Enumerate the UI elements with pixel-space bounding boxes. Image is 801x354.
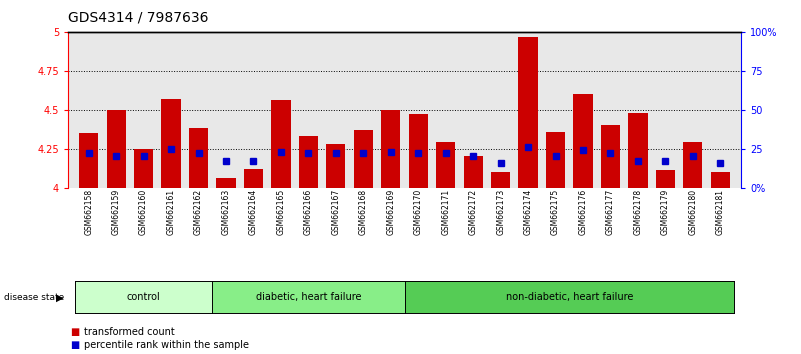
Bar xyxy=(656,171,675,188)
Text: ▶: ▶ xyxy=(56,292,64,302)
Bar xyxy=(710,172,730,188)
Text: diabetic, heart failure: diabetic, heart failure xyxy=(256,292,361,302)
Bar xyxy=(491,172,510,188)
Text: control: control xyxy=(127,292,160,302)
Bar xyxy=(216,178,235,188)
Bar xyxy=(354,130,373,188)
Bar xyxy=(409,114,428,188)
Text: disease state: disease state xyxy=(4,293,64,302)
Bar xyxy=(244,169,263,188)
Bar xyxy=(546,132,566,188)
Bar xyxy=(683,142,702,188)
Bar xyxy=(464,156,483,188)
Bar xyxy=(189,129,208,188)
Bar xyxy=(107,110,126,188)
Bar xyxy=(436,142,455,188)
Text: ■: ■ xyxy=(70,340,80,350)
Bar xyxy=(601,125,620,188)
Bar xyxy=(518,36,537,188)
Bar xyxy=(79,133,99,188)
Text: percentile rank within the sample: percentile rank within the sample xyxy=(84,340,249,350)
Bar xyxy=(381,110,400,188)
Bar xyxy=(628,113,647,188)
Bar xyxy=(162,99,181,188)
Text: ■: ■ xyxy=(70,327,80,337)
Text: transformed count: transformed count xyxy=(84,327,175,337)
Bar xyxy=(299,136,318,188)
Text: non-diabetic, heart failure: non-diabetic, heart failure xyxy=(505,292,633,302)
Bar xyxy=(574,94,593,188)
Bar xyxy=(134,149,153,188)
Text: GDS4314 / 7987636: GDS4314 / 7987636 xyxy=(68,11,208,25)
Bar xyxy=(326,144,345,188)
Bar xyxy=(272,101,291,188)
